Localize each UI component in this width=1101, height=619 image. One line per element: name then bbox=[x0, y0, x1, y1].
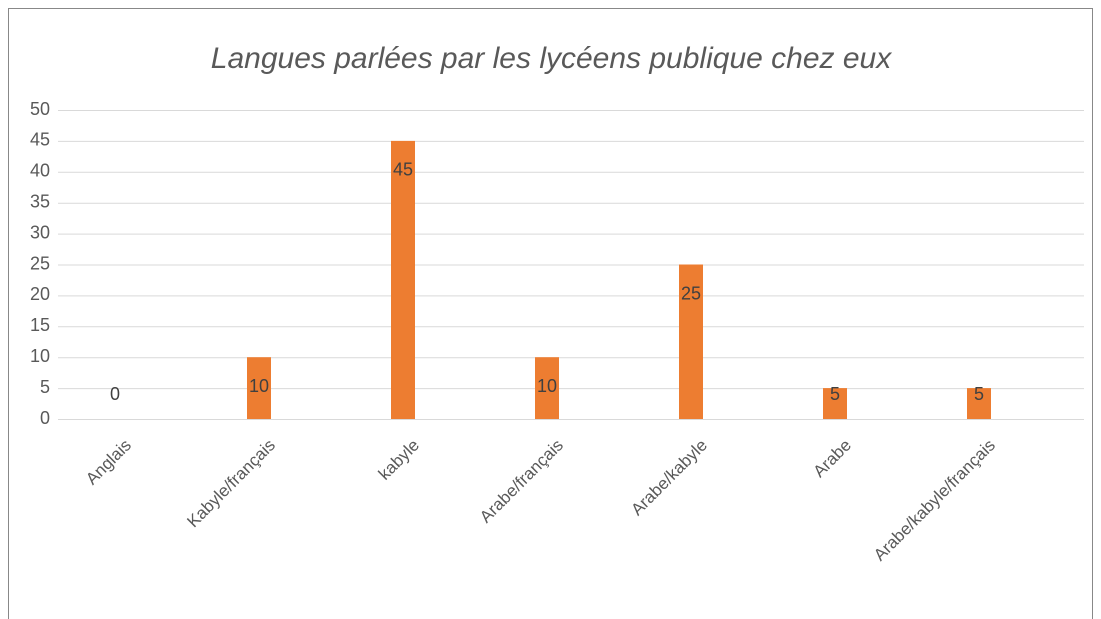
data-label: 10 bbox=[537, 376, 557, 396]
chart-title: Langues parlées par les lycéens publique… bbox=[211, 42, 892, 75]
y-tick-label: 35 bbox=[30, 191, 50, 211]
data-label: 5 bbox=[974, 384, 984, 404]
data-label: 0 bbox=[110, 384, 120, 404]
chart-frame bbox=[8, 8, 1093, 619]
data-label: 5 bbox=[830, 384, 840, 404]
y-tick-label: 10 bbox=[30, 346, 50, 366]
bar bbox=[823, 388, 847, 419]
y-tick-label: 45 bbox=[30, 130, 50, 150]
data-label: 45 bbox=[393, 160, 413, 180]
bar bbox=[391, 140, 415, 419]
y-tick-label: 25 bbox=[30, 253, 50, 273]
data-label: 10 bbox=[249, 376, 269, 396]
bar bbox=[679, 264, 703, 419]
y-tick-label: 15 bbox=[30, 315, 50, 335]
y-tick-label: 30 bbox=[30, 222, 50, 242]
bar bbox=[535, 357, 559, 419]
y-tick-label: 0 bbox=[40, 408, 50, 428]
bar bbox=[247, 357, 271, 419]
y-tick-label: 20 bbox=[30, 284, 50, 304]
y-tick-label: 50 bbox=[30, 99, 50, 119]
data-label: 25 bbox=[681, 283, 701, 303]
y-tick-label: 40 bbox=[30, 161, 50, 181]
y-tick-label: 5 bbox=[40, 377, 50, 397]
bar bbox=[967, 388, 991, 419]
